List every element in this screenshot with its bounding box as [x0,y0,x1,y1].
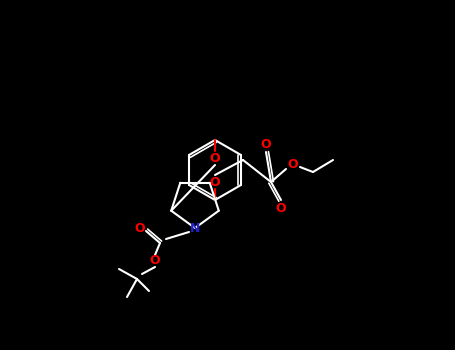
Text: O: O [135,223,145,236]
Text: O: O [276,203,286,216]
Text: O: O [288,158,298,170]
Text: O: O [261,138,271,150]
Text: O: O [150,254,160,267]
Text: N: N [190,222,200,235]
Text: O: O [210,152,220,164]
Text: O: O [210,175,220,189]
